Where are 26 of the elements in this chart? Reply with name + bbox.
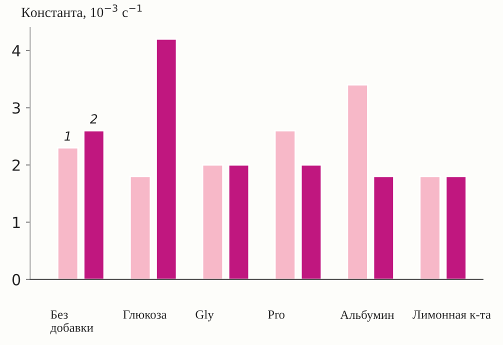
y-tick-label: 1 <box>13 216 20 228</box>
bar <box>57 147 79 280</box>
bar <box>274 130 296 280</box>
series-label: 1 <box>64 132 70 141</box>
x-tick-label: Глюкоза <box>123 310 167 319</box>
y-axis-title: Константа, 10$^{−3}$ с$^{−1}$ <box>22 4 142 20</box>
x-tick-label: Gly <box>196 310 214 322</box>
bar <box>346 84 368 280</box>
y-tick-label: 4 <box>12 45 20 56</box>
series-label: 2 <box>90 114 98 124</box>
bar <box>372 176 394 280</box>
bar <box>445 176 467 280</box>
bar <box>202 164 224 280</box>
y-tick-label: 2 <box>12 159 20 171</box>
y-tick-label: 3 <box>12 102 20 114</box>
bar <box>129 176 152 280</box>
x-tick-label: Pro <box>268 310 285 319</box>
bar <box>156 38 178 280</box>
bar <box>83 130 105 280</box>
bar <box>228 164 250 280</box>
y-tick-label: 0 <box>12 274 20 286</box>
bar <box>419 176 441 280</box>
bar <box>300 164 322 280</box>
x-tick-label: Без добавки <box>50 310 94 334</box>
x-tick-label: Лимонная к-та <box>412 310 491 319</box>
x-tick-label: Альбумин <box>340 310 394 322</box>
